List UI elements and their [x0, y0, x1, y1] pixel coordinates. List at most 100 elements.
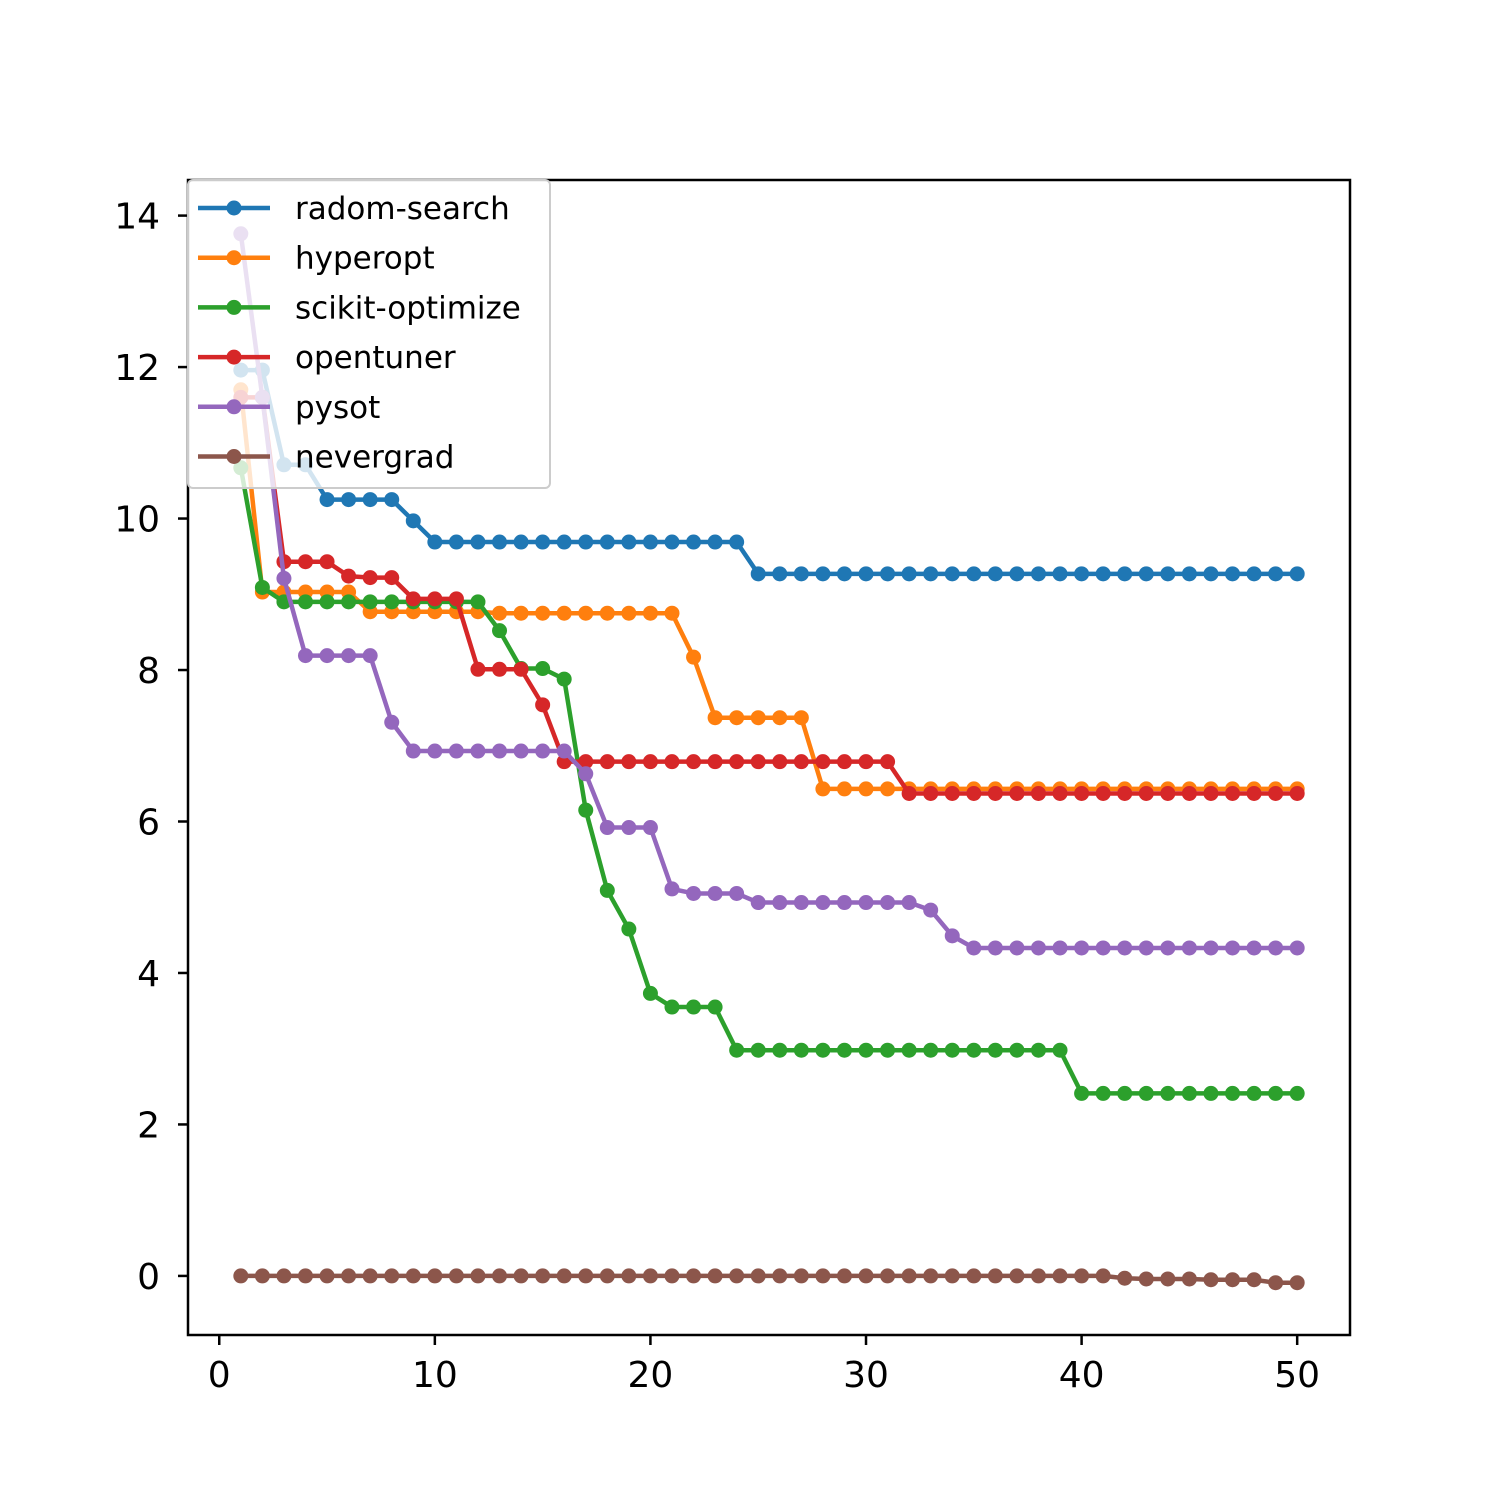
data-point [1117, 1270, 1133, 1286]
data-point [923, 1268, 939, 1284]
legend-marker [226, 349, 242, 365]
data-point [836, 566, 852, 582]
data-point [901, 785, 917, 801]
data-point [642, 985, 658, 1001]
data-point [707, 999, 723, 1015]
data-point [750, 710, 766, 726]
data-point [362, 648, 378, 664]
data-point [880, 781, 896, 797]
y-tick-label: 14 [114, 197, 160, 238]
data-point [621, 820, 637, 836]
data-point [1160, 566, 1176, 582]
data-point [1052, 1042, 1068, 1058]
data-point [793, 1042, 809, 1058]
data-point [319, 594, 335, 610]
data-point [297, 648, 313, 664]
data-point [1095, 1085, 1111, 1101]
series-opentuner [233, 389, 1305, 801]
data-point [448, 591, 464, 607]
data-point [1225, 785, 1241, 801]
data-point [578, 605, 594, 621]
data-point [599, 882, 615, 898]
data-point [362, 570, 378, 586]
data-point [1268, 1275, 1284, 1291]
data-point [966, 785, 982, 801]
data-point [621, 1268, 637, 1284]
data-point [341, 648, 357, 664]
x-tick-label: 40 [1059, 1355, 1105, 1396]
data-point [686, 649, 702, 665]
data-point [1203, 785, 1219, 801]
data-point [729, 1268, 745, 1284]
data-point [707, 885, 723, 901]
data-point [750, 1268, 766, 1284]
data-point [276, 570, 292, 586]
data-point [793, 566, 809, 582]
data-point [341, 568, 357, 584]
data-point [1289, 785, 1305, 801]
data-point [621, 921, 637, 937]
data-point [772, 710, 788, 726]
data-point [1138, 1271, 1154, 1287]
legend-item-hyperopt: hyperopt [198, 241, 435, 277]
data-point [1095, 1268, 1111, 1284]
data-point [1095, 566, 1111, 582]
data-point [923, 902, 939, 918]
data-point [858, 781, 874, 797]
data-point [880, 1042, 896, 1058]
x-tick-label: 50 [1274, 1355, 1320, 1396]
data-point [599, 534, 615, 550]
legend-label: opentuner [295, 340, 456, 376]
legend-label: radom-search [295, 191, 510, 227]
data-point [664, 754, 680, 770]
data-point [599, 605, 615, 621]
data-point [815, 895, 831, 911]
data-point [513, 661, 529, 677]
data-point [815, 754, 831, 770]
legend-label: nevergrad [295, 440, 454, 476]
y-tick-label: 2 [137, 1105, 160, 1146]
data-point [1030, 940, 1046, 956]
data-point [1074, 940, 1090, 956]
data-point [1268, 785, 1284, 801]
data-point [621, 534, 637, 550]
data-point [362, 492, 378, 508]
data-point [470, 594, 486, 610]
legend-label: hyperopt [295, 241, 435, 277]
data-point [1203, 566, 1219, 582]
data-point [987, 1042, 1003, 1058]
data-point [1268, 940, 1284, 956]
data-point [944, 1042, 960, 1058]
data-point [858, 1268, 874, 1284]
series-radom-search [233, 362, 1305, 582]
data-point [362, 594, 378, 610]
data-point [901, 895, 917, 911]
data-point [966, 1042, 982, 1058]
data-point [448, 534, 464, 550]
data-point [535, 743, 551, 759]
data-point [513, 605, 529, 621]
legend-label: scikit-optimize [295, 290, 521, 326]
data-point [470, 743, 486, 759]
data-point [470, 1268, 486, 1284]
legend-marker [226, 250, 242, 266]
legend-label: pysot [295, 390, 380, 426]
data-point [1268, 1085, 1284, 1101]
data-point [1138, 1085, 1154, 1101]
data-point [772, 566, 788, 582]
data-point [1009, 566, 1025, 582]
data-point [1160, 1271, 1176, 1287]
data-point [1030, 785, 1046, 801]
data-point [858, 566, 874, 582]
data-point [1181, 940, 1197, 956]
data-point [858, 895, 874, 911]
data-point [448, 1268, 464, 1284]
data-point [1181, 1085, 1197, 1101]
data-point [642, 1268, 658, 1284]
data-point [578, 766, 594, 782]
data-point [384, 492, 400, 508]
data-point [1289, 1085, 1305, 1101]
data-point [664, 999, 680, 1015]
data-point [1138, 785, 1154, 801]
data-point [1030, 566, 1046, 582]
